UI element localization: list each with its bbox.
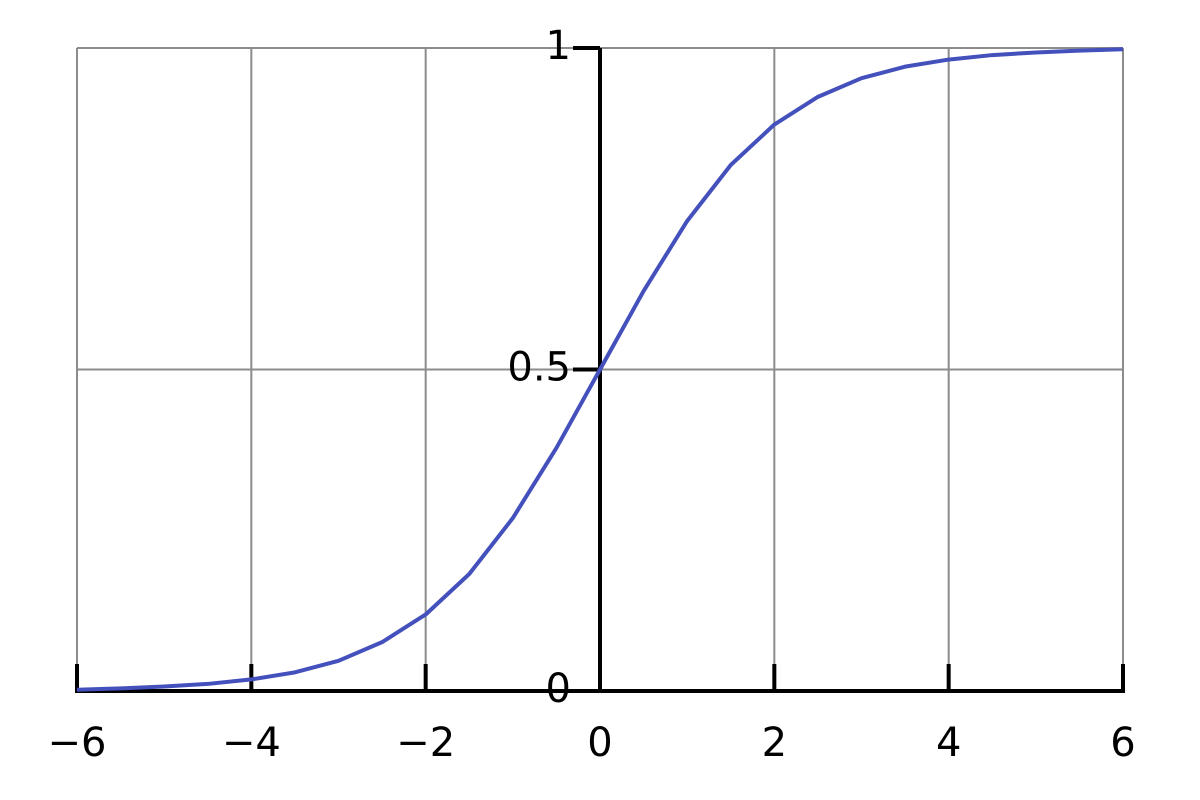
y-tick-label: 0.5 [507, 345, 571, 391]
y-tick-label: 0 [546, 666, 571, 712]
line [76, 47, 1124, 692]
y-tick-label: 1 [546, 23, 571, 69]
x-tick-label: −2 [396, 720, 455, 766]
x-tick-label: 2 [762, 720, 787, 766]
x-tick-label: 4 [936, 720, 961, 766]
x-tick-label: −4 [222, 720, 281, 766]
x-tick-label: −6 [48, 720, 107, 766]
x-tick-label: 6 [1110, 720, 1135, 766]
x-tick-label: 0 [587, 720, 612, 766]
